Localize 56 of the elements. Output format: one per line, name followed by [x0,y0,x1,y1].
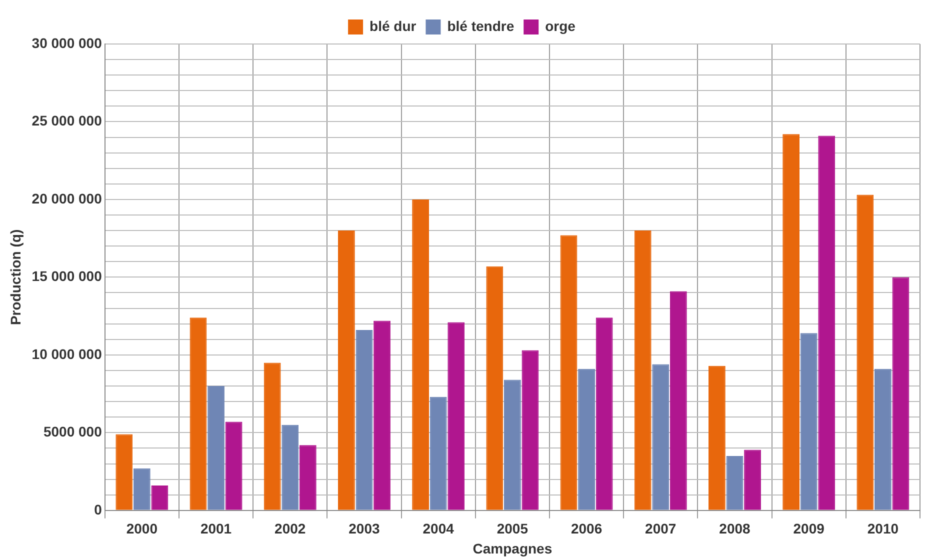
bar [818,136,836,510]
bar [874,368,892,510]
bar [338,230,355,510]
bar [892,277,910,510]
y-tick-label: 25 000 000 [32,112,102,129]
x-tick-label: 2009 [793,520,825,537]
y-tick-label: 15 000 000 [32,268,102,284]
y-tick-label: 0 [94,501,102,518]
bar [504,380,521,510]
legend-label: orge [545,18,576,34]
bar [578,368,595,510]
x-tick-label: 2010 [867,520,899,537]
bar [652,364,670,510]
legend-label: blé tendre [447,18,514,34]
bar [726,456,744,510]
bar [596,318,613,510]
bar [412,199,429,510]
bar [299,445,316,510]
bar [560,235,578,510]
bar [225,422,242,510]
bar [522,350,539,510]
x-tick-label: 2002 [274,520,306,537]
bar [744,450,761,510]
bar [264,362,281,510]
bar [782,134,800,510]
x-tick-label: 2000 [126,520,158,537]
bar [208,386,224,510]
x-tick-label: 2008 [719,520,751,537]
bar [190,318,207,510]
x-tick-label: 2001 [200,520,232,537]
bar [356,330,373,510]
x-tick-label: 2004 [422,520,454,537]
legend-label: blé dur [370,18,417,34]
bar [800,333,818,510]
x-tick-label: 2006 [570,520,602,537]
bar [634,230,652,510]
y-tick-label: 30 000 000 [32,34,102,51]
bar [374,320,390,510]
bar [856,194,874,510]
x-tick-label: 2003 [348,520,380,537]
y-tick-label: 10 000 000 [32,346,102,362]
x-tick-label: 2005 [496,520,528,537]
bar [670,291,687,510]
bar [133,468,150,510]
x-axis-title: Campagnes [472,540,552,556]
bar [116,434,133,510]
y-tick-label: 20 000 000 [32,190,102,206]
bar [282,424,299,510]
bar [486,266,504,510]
bar [430,396,447,510]
y-tick-label: 5000 000 [43,424,102,440]
bar [448,322,465,510]
y-axis-title: Production (q) [7,229,24,326]
x-tick-label: 2007 [645,520,676,537]
bar [708,366,726,510]
bar [151,486,168,510]
